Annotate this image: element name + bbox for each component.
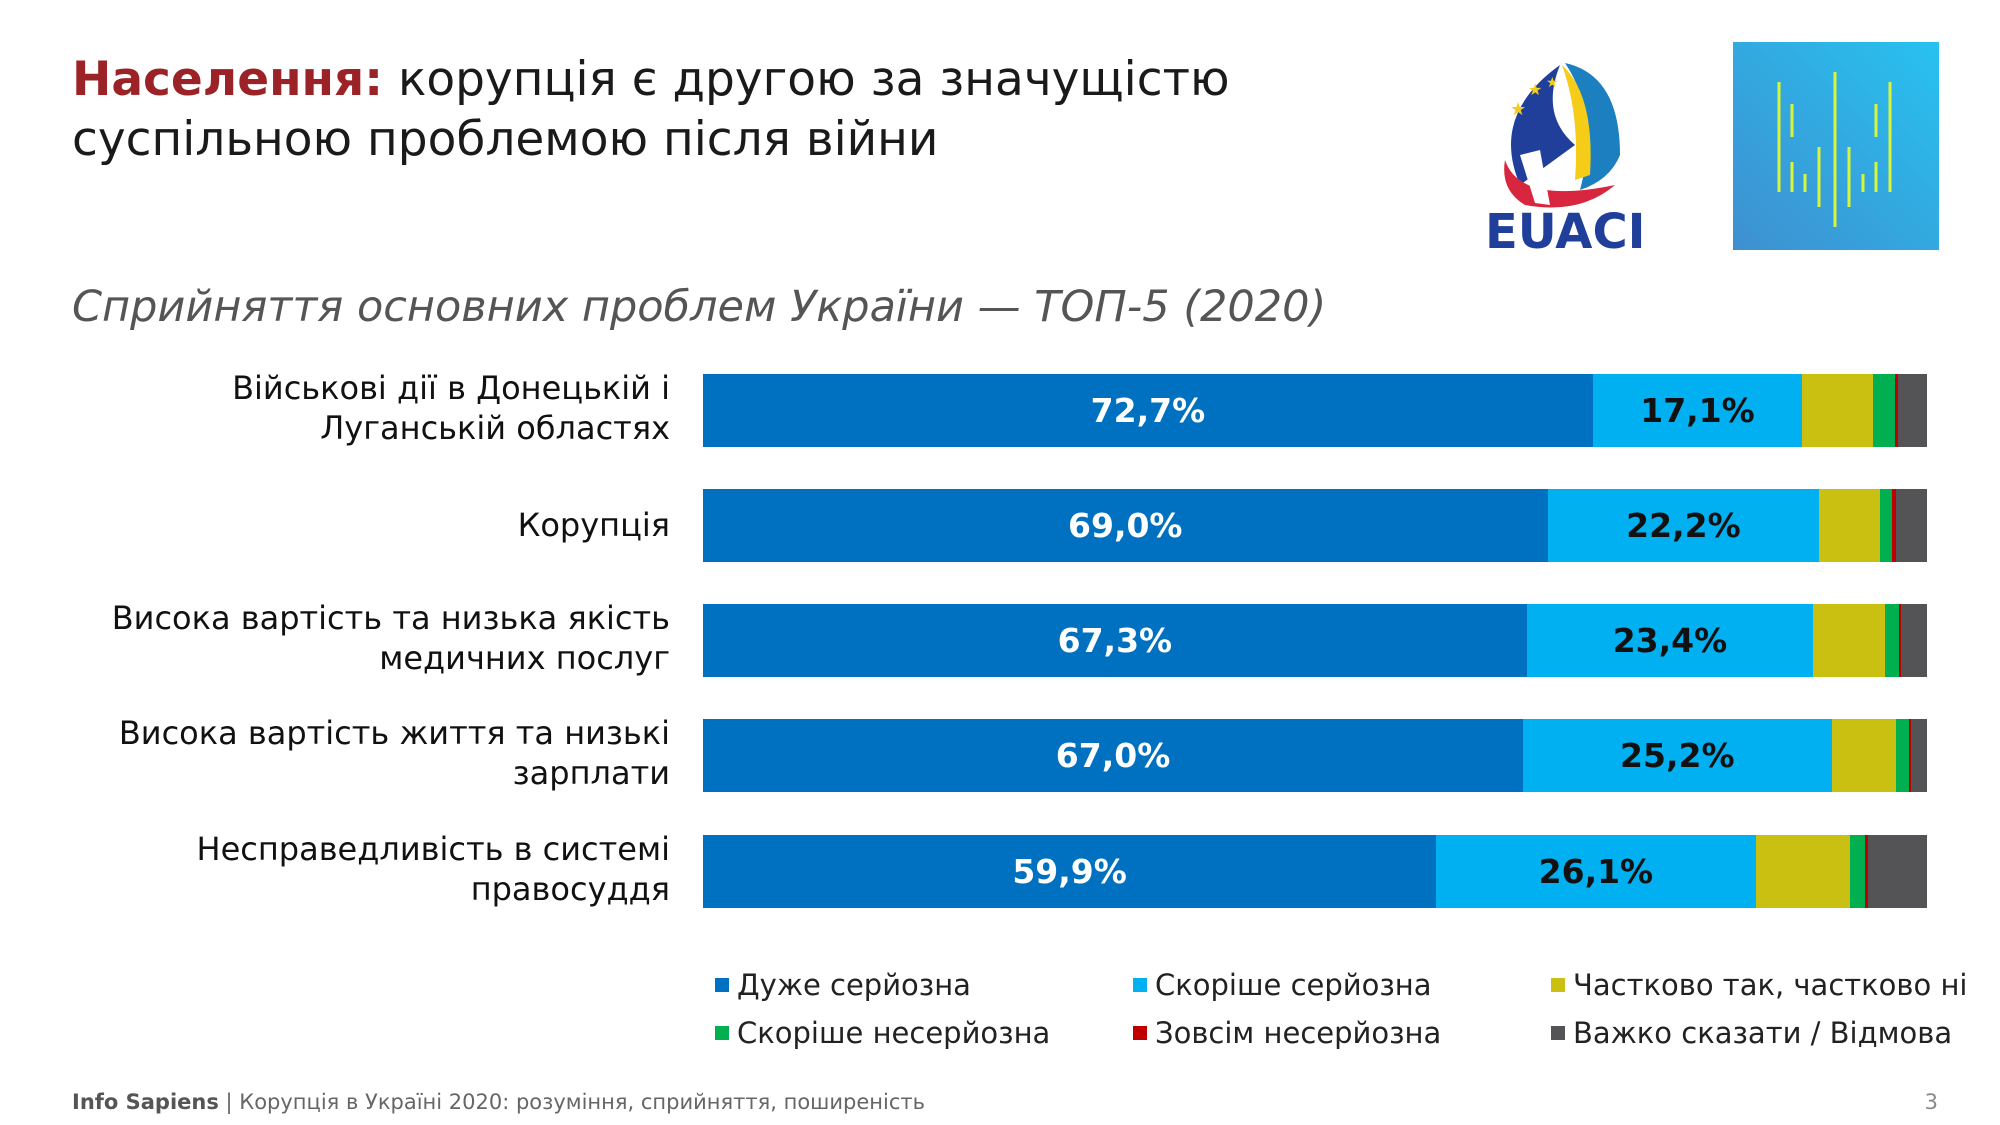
legend-item: Скоріше несерйозна xyxy=(715,1016,1133,1050)
legend-swatch xyxy=(1133,1026,1147,1040)
legend-item: Зовсім несерйозна xyxy=(1133,1016,1551,1050)
slide-title: Населення: корупція є другою за значущіс… xyxy=(72,50,1472,170)
legend-label: Частково так, частково ні xyxy=(1573,968,1968,1002)
legend-item: Важко сказати / Відмова xyxy=(1551,1016,1971,1050)
bar-segment xyxy=(1873,374,1896,447)
bar-segment xyxy=(1831,719,1897,792)
bar-segment xyxy=(1755,835,1851,908)
legend-item: Частково так, частково ні xyxy=(1551,968,1971,1002)
data-label: 67,0% xyxy=(1055,736,1171,775)
euaci-logo-text: EUACI xyxy=(1485,204,1646,255)
legend-swatch xyxy=(1551,978,1565,992)
info-sapiens-logo xyxy=(1733,42,1939,250)
footer-brand: Info Sapiens xyxy=(72,1090,219,1114)
bar-row: 67,0% 25,2% xyxy=(703,719,1928,792)
bar-segment xyxy=(1901,604,1928,677)
bar-segment xyxy=(703,489,1549,562)
bar-segment xyxy=(703,835,1437,908)
chart-title: Сприйняття основних проблем України — ТО… xyxy=(72,282,1327,332)
legend-label: Зовсім несерйозна xyxy=(1155,1016,1442,1050)
bar-row: 69,0% 22,2% xyxy=(703,489,1928,562)
data-label: 69,0% xyxy=(1068,506,1183,545)
legend-label: Скоріше несерйозна xyxy=(737,1016,1051,1050)
euaci-logo: ★ ★ ★ EUACI xyxy=(1480,55,1655,260)
data-label: 22,2% xyxy=(1626,506,1741,545)
bar-segment xyxy=(1819,489,1881,562)
data-label: 25,2% xyxy=(1620,736,1735,775)
legend-swatch xyxy=(715,978,729,992)
bar-segment xyxy=(1436,835,1757,908)
bar-segment xyxy=(1911,719,1928,792)
bar-row: 59,9% 26,1% xyxy=(703,835,1928,908)
footer-text: Корупція в Україні 2020: розуміння, спри… xyxy=(239,1090,925,1114)
bar-segment xyxy=(1896,489,1928,562)
bar-row: 67,3% 23,4% xyxy=(703,604,1928,677)
category-label: Військові дії в Донецькій і Луганській о… xyxy=(232,369,670,447)
svg-text:★: ★ xyxy=(1510,99,1526,120)
bar-segment xyxy=(703,374,1594,447)
bar-segment xyxy=(1908,719,1912,792)
svg-text:★: ★ xyxy=(1528,80,1542,99)
bar-segment xyxy=(1526,604,1814,677)
footer-separator: | xyxy=(218,1090,240,1114)
bar-segment xyxy=(1547,489,1820,562)
bar-segment xyxy=(1523,719,1833,792)
title-highlight: Населення: xyxy=(72,52,384,107)
title-text: корупція є другою за значущістю суспільн… xyxy=(72,52,1230,167)
bar-segment xyxy=(1895,374,1899,447)
legend: Дуже серйозна Скоріше серйозна Частково та… xyxy=(715,968,1975,1050)
category-label: Висока вартість та низька якість медични… xyxy=(111,599,670,677)
legend-swatch xyxy=(1551,1026,1565,1040)
page-number: 3 xyxy=(1924,1090,1938,1114)
data-label: 67,3% xyxy=(1057,621,1173,660)
data-label: 23,4% xyxy=(1612,621,1728,660)
legend-label: Важко сказати / Відмова xyxy=(1573,1016,1953,1050)
svg-text:★: ★ xyxy=(1546,75,1559,91)
legend-label: Дуже серйозна xyxy=(737,968,971,1002)
bar-segment xyxy=(703,604,1528,677)
legend-swatch xyxy=(1133,978,1147,992)
legend-item: Скоріше серйозна xyxy=(1133,968,1551,1002)
bar-segment xyxy=(1880,489,1892,562)
bar-segment xyxy=(1864,835,1869,908)
bar-segment xyxy=(703,719,1524,792)
bar-segment xyxy=(1868,835,1928,908)
bar-segment xyxy=(1813,604,1886,677)
category-label: Висока вартість життя та низькі зарплати xyxy=(118,714,670,792)
bar-segment xyxy=(1896,719,1910,792)
bar-segment xyxy=(1592,374,1803,447)
bar-row: 72,7% 17,1% xyxy=(703,374,1928,447)
bar-segment xyxy=(1891,489,1897,562)
legend-swatch xyxy=(715,1026,729,1040)
legend-label: Скоріше серйозна xyxy=(1155,968,1432,1002)
bar-segment xyxy=(1849,835,1866,908)
footer: Info Sapiens | Корупція в Україні 2020: … xyxy=(72,1090,925,1114)
category-label: Корупція xyxy=(517,506,670,544)
bar-segment xyxy=(1802,374,1874,447)
data-label: 26,1% xyxy=(1538,852,1654,891)
data-label: 59,9% xyxy=(1012,852,1127,891)
legend-item: Дуже серйозна xyxy=(715,968,1133,1002)
bar-segment xyxy=(1898,604,1902,677)
data-label: 72,7% xyxy=(1090,391,1206,430)
bar-segment xyxy=(1885,604,1900,677)
category-label: Несправедливість в системі правосуддя xyxy=(196,830,671,908)
data-label: 17,1% xyxy=(1640,391,1755,430)
bar-segment xyxy=(1897,374,1928,447)
